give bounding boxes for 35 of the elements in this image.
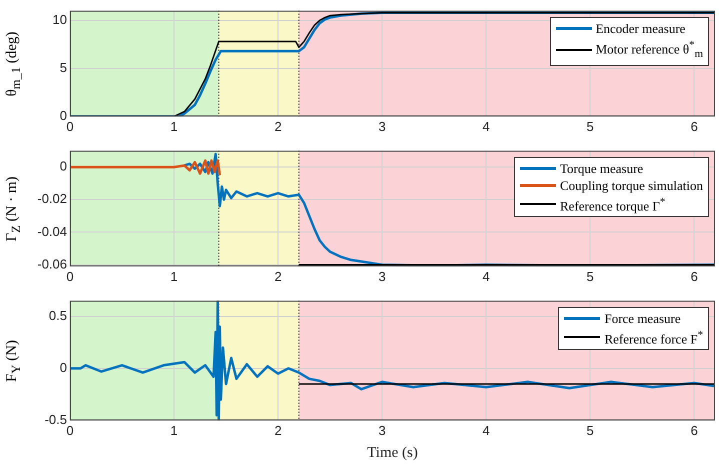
x-tick-label: 4 — [482, 118, 490, 134]
y-tick-label: 0 — [60, 360, 67, 375]
x-tick-label: 3 — [378, 422, 386, 438]
x-tick-label: 3 — [378, 118, 386, 134]
x-tick-label: 1 — [170, 422, 178, 438]
x-tick-label: 6 — [690, 422, 698, 438]
y-tick-label: -0.06 — [37, 256, 67, 272]
y-tick-label: 5 — [60, 60, 67, 75]
legend-label: Reference torque Γ$^{*}$ — [560, 194, 666, 214]
y-tick-label: 10 — [52, 12, 67, 27]
y-tick-label: 0 — [60, 108, 67, 123]
legend-label: Coupling torque simulation — [560, 176, 703, 194]
x-tick-label: 4 — [482, 422, 490, 438]
y-tick-label: -0.04 — [37, 224, 67, 239]
legend-label: Force measure — [604, 310, 681, 327]
legend-label: Encoder measure — [596, 20, 686, 37]
x-tick-label: 2 — [274, 422, 282, 438]
y-tick-label: -0.02 — [37, 191, 67, 206]
x-tick-label: 1 — [170, 118, 178, 134]
x-tick-label: 2 — [274, 268, 282, 284]
legend-label: Torque measure — [560, 160, 644, 177]
x-tick-label: 4 — [482, 268, 490, 284]
legend-label: Reference force F$^{*}$ — [604, 328, 703, 348]
x-tick-label: 5 — [586, 118, 594, 134]
y-tick-label: -0.5 — [44, 412, 67, 427]
y-tick-label: 0 — [60, 158, 67, 174]
x-tick-label: 3 — [378, 268, 386, 284]
y-tick-label: 0.5 — [48, 308, 67, 323]
x-axis-title: Time (s) — [367, 444, 418, 461]
x-tick-label: 2 — [274, 118, 282, 134]
x-tick-label: 5 — [586, 268, 594, 284]
x-tick-label: 5 — [586, 422, 594, 438]
x-tick-label: 1 — [170, 268, 178, 284]
x-tick-label: 6 — [690, 268, 698, 284]
x-tick-label: 6 — [690, 118, 698, 134]
